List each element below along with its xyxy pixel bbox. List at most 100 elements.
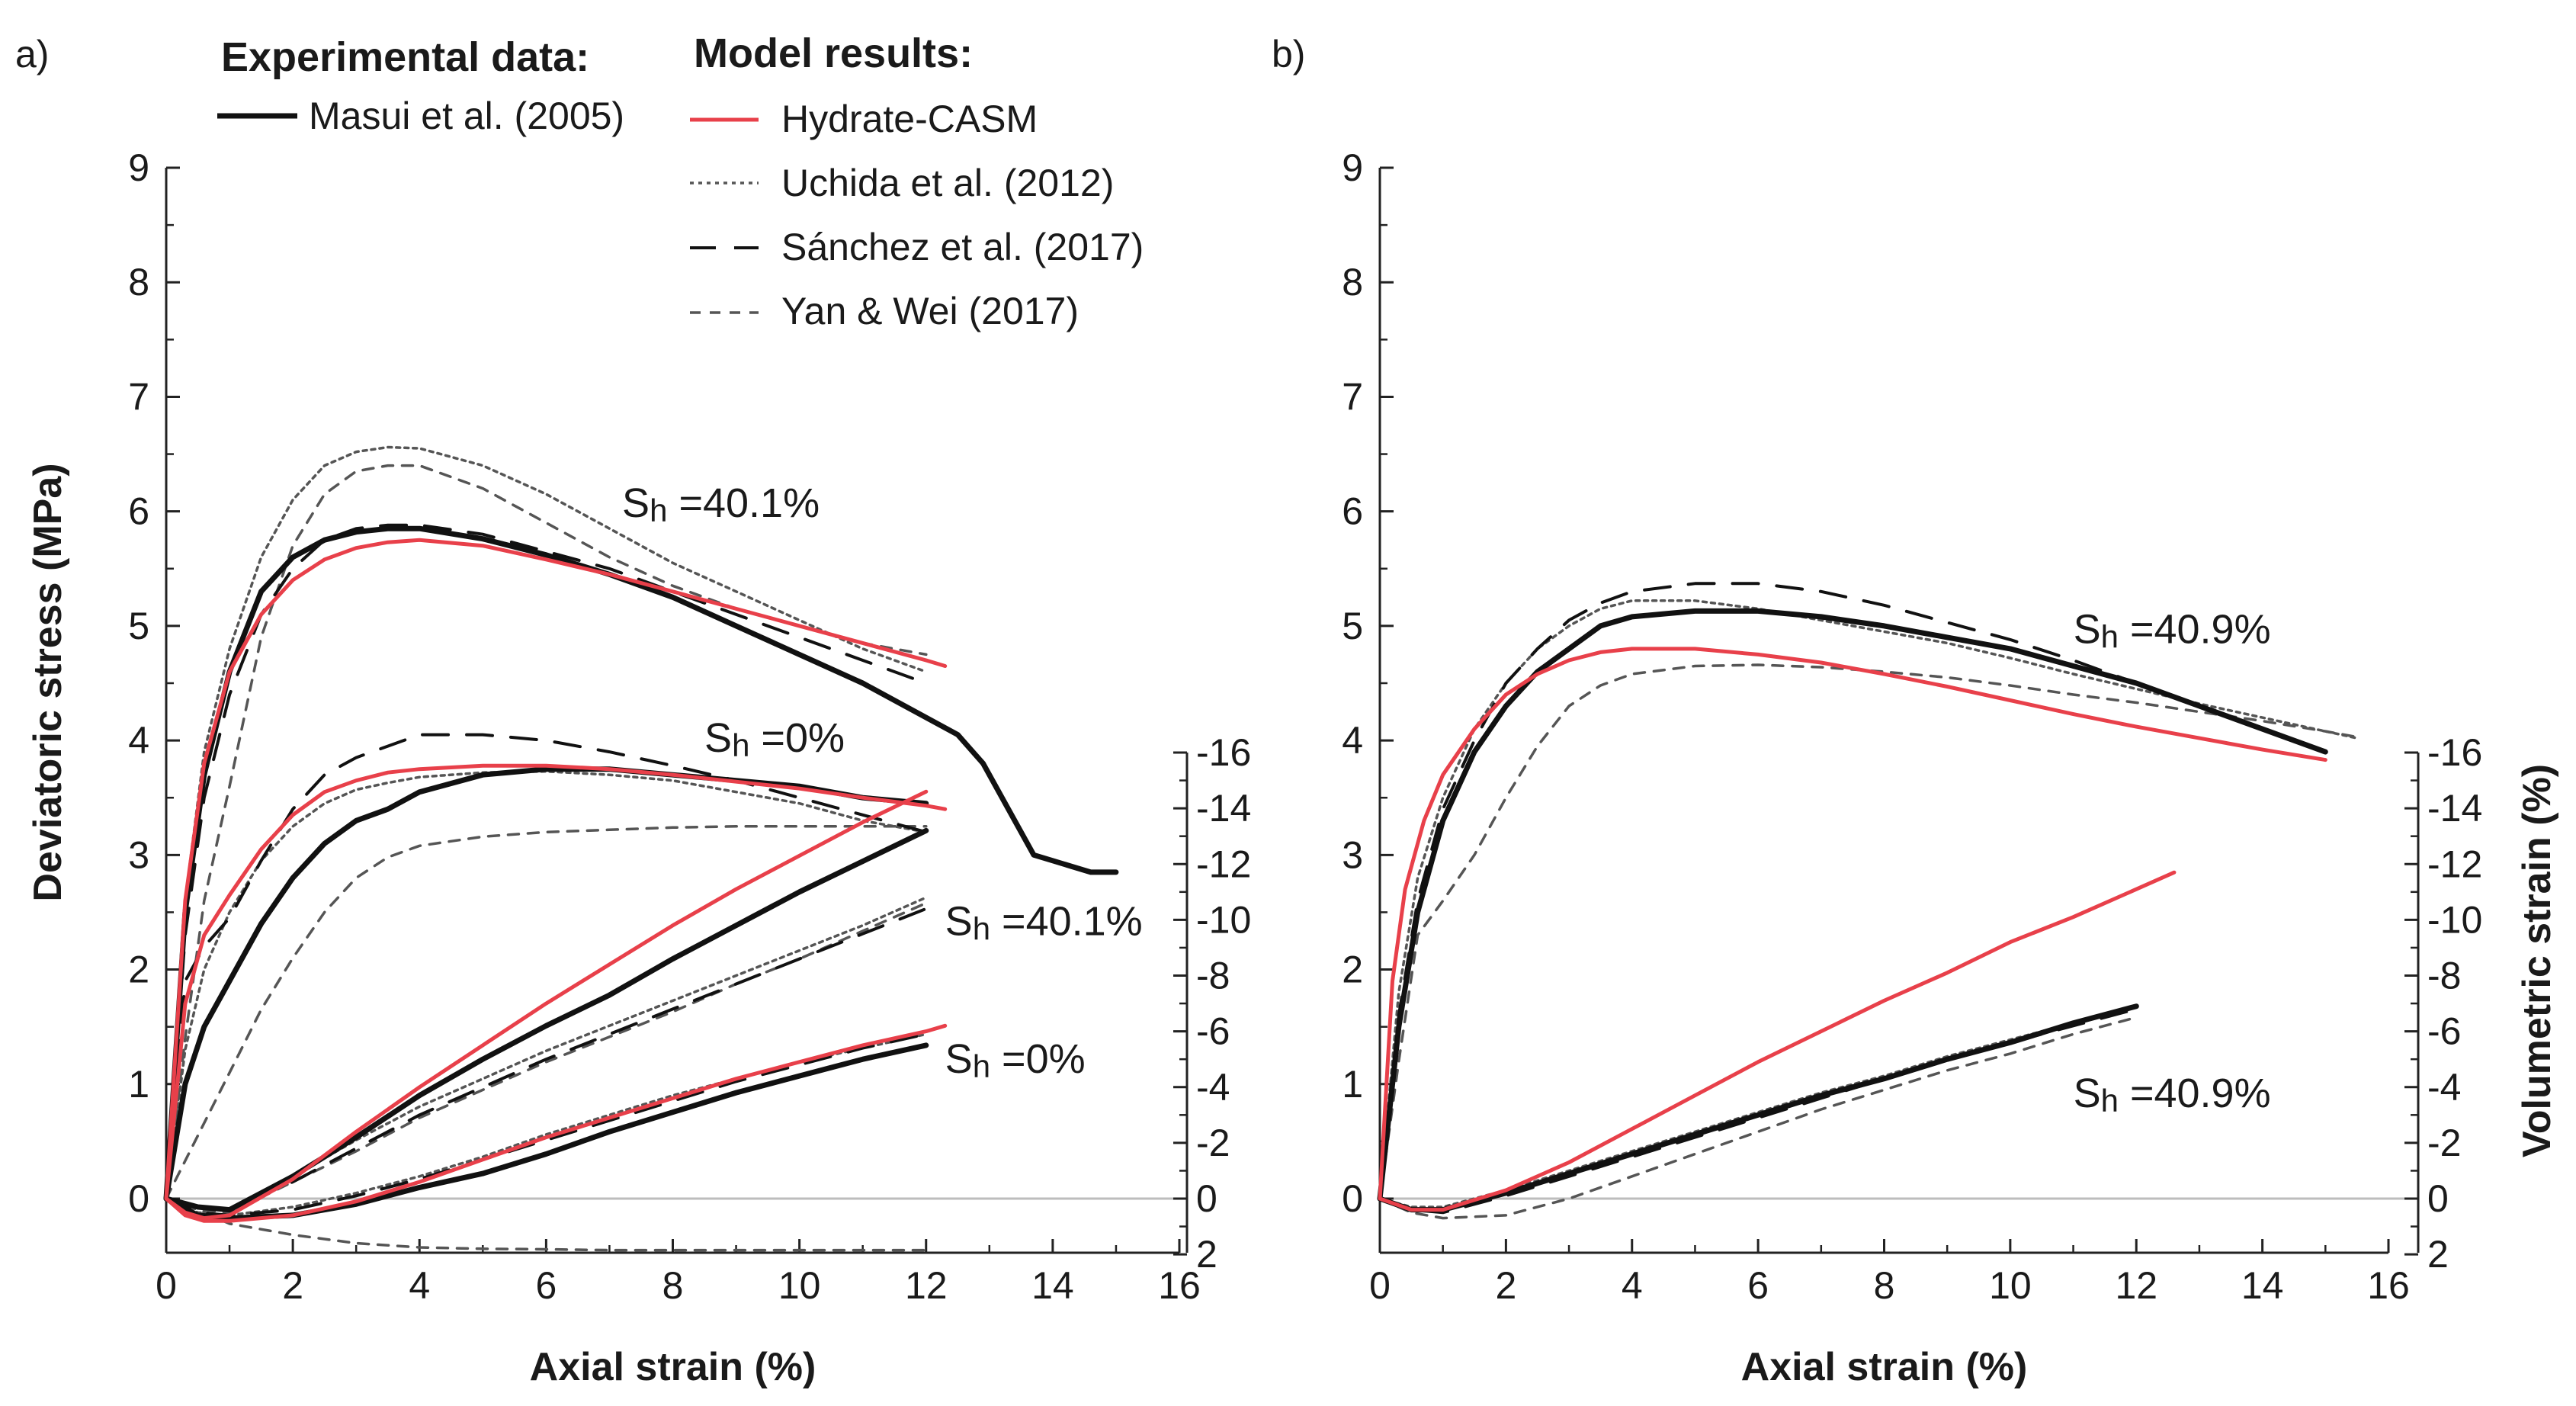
series-line — [1378, 647, 2327, 1201]
y2-tick-label: 0 — [1196, 1177, 1217, 1220]
x-tick-label: 2 — [1495, 1264, 1516, 1307]
y-tick-label: 5 — [1342, 605, 1363, 647]
x-tick-label: 0 — [1369, 1264, 1391, 1307]
y2-tick-label: -2 — [2427, 1122, 2461, 1164]
x-tick-label: 4 — [1622, 1264, 1643, 1307]
x-tick-label: 6 — [535, 1264, 557, 1307]
y-tick-label: 9 — [128, 146, 149, 189]
series-line — [165, 523, 928, 1200]
x-tick-label: 12 — [2115, 1264, 2157, 1307]
x-tick-label: 14 — [2241, 1264, 2284, 1307]
y2-tick-label: -10 — [1196, 898, 1251, 941]
y2-tick-label: -6 — [2427, 1010, 2461, 1053]
x-tick-label: 2 — [282, 1264, 303, 1307]
y-tick-label: 6 — [128, 490, 149, 533]
x-tick-label: 8 — [1874, 1264, 1895, 1307]
y-tick-label: 2 — [1342, 949, 1363, 991]
y-tick-label: 2 — [128, 949, 149, 991]
series-annotation: Sh =40.9% — [2074, 1071, 2271, 1119]
y2-tick-label: 2 — [1196, 1233, 1217, 1276]
y-tick-label: 0 — [1342, 1177, 1363, 1220]
legend-label-yan: Yan & Wei (2017) — [781, 290, 1079, 332]
x-tick-label: 10 — [778, 1264, 821, 1307]
y-tick-label: 9 — [1342, 146, 1363, 189]
y-tick-label: 7 — [128, 375, 149, 418]
y2-tick-label: 0 — [2427, 1177, 2449, 1220]
series-line — [165, 1197, 928, 1252]
y2-axis-label: Volumetric strain (%) — [2515, 764, 2559, 1157]
y-tick-label: 5 — [128, 605, 149, 647]
series-line — [164, 789, 929, 1221]
legend-label-masui: Masui et al. (2005) — [309, 95, 624, 137]
panel-label-b: b) — [1272, 33, 1305, 75]
series-line — [1377, 1003, 2139, 1213]
y2-tick-label: -16 — [2427, 731, 2482, 774]
x-tick-label: 14 — [1031, 1264, 1074, 1307]
y2-tick-label: -12 — [1196, 843, 1251, 885]
series-line — [1377, 608, 2328, 1202]
y-tick-label: 4 — [128, 719, 149, 762]
series-line — [165, 825, 928, 1200]
x-axis-label: Axial strain (%) — [1741, 1345, 2028, 1389]
y-tick-label: 3 — [1342, 833, 1363, 876]
y-tick-label: 3 — [128, 833, 149, 876]
series-line — [1378, 599, 2359, 1200]
series-annotation: Sh =0% — [945, 1036, 1086, 1084]
y2-tick-label: -12 — [2427, 843, 2482, 885]
y2-tick-label: -2 — [1196, 1122, 1230, 1164]
y2-tick-label: -4 — [1196, 1066, 1230, 1109]
series-line — [163, 1042, 929, 1221]
y-tick-label: 1 — [128, 1063, 149, 1106]
y2-tick-label: -8 — [2427, 955, 2461, 997]
x-tick-label: 8 — [662, 1264, 684, 1307]
y2-tick-label: -4 — [2427, 1066, 2461, 1109]
y-tick-label: 7 — [1342, 375, 1363, 418]
legend-experimental-title: Experimental data: — [221, 34, 589, 80]
x-tick-label: 4 — [409, 1264, 430, 1307]
series-line — [1378, 870, 2177, 1212]
series-line — [164, 1023, 948, 1223]
y-tick-label: 8 — [1342, 261, 1363, 303]
series-line — [165, 445, 928, 1200]
series-line — [163, 827, 929, 1213]
y-tick-label: 6 — [1342, 490, 1363, 533]
x-tick-label: 6 — [1747, 1264, 1769, 1307]
y2-tick-label: -8 — [1196, 955, 1230, 997]
series-line — [1378, 663, 2359, 1200]
legend-label-sanchez: Sánchez et al. (2017) — [781, 226, 1144, 268]
y-tick-label: 0 — [128, 1177, 149, 1220]
series-line — [165, 907, 928, 1212]
series-annotation: Sh =0% — [704, 715, 845, 763]
y2-tick-label: -10 — [2427, 898, 2482, 941]
x-tick-label: 16 — [1158, 1264, 1201, 1307]
series-annotation: Sh =40.9% — [2074, 606, 2271, 654]
legend: Experimental data: Model results: Masui … — [217, 30, 1144, 332]
series-line — [165, 464, 928, 1200]
series-line — [1378, 1007, 2138, 1215]
series-line — [164, 538, 948, 1201]
y2-tick-label: -6 — [1196, 1010, 1230, 1053]
y2-tick-label: -14 — [2427, 787, 2482, 830]
legend-label-uchida: Uchida et al. (2012) — [781, 162, 1114, 204]
y-tick-label: 1 — [1342, 1063, 1363, 1106]
y-tick-label: 8 — [128, 261, 149, 303]
legend-model-title: Model results: — [694, 30, 973, 76]
x-tick-label: 16 — [2367, 1264, 2410, 1307]
y-tick-label: 4 — [1342, 719, 1363, 762]
x-tick-label: 0 — [156, 1264, 177, 1307]
series-line — [165, 733, 928, 1200]
series-line — [164, 763, 948, 1201]
series-line — [165, 896, 928, 1212]
series-line — [163, 525, 1119, 1202]
y-axis-label: Deviatoric stress (MPa) — [26, 463, 70, 901]
series-line — [1378, 1016, 2138, 1220]
series-annotation: Sh =40.1% — [945, 898, 1143, 946]
y2-tick-label: 2 — [2427, 1233, 2449, 1276]
legend-label-casm: Hydrate-CASM — [781, 98, 1038, 140]
series-annotation: Sh =40.1% — [622, 480, 820, 528]
series-line — [1378, 582, 2327, 1200]
x-tick-label: 10 — [1989, 1264, 2032, 1307]
